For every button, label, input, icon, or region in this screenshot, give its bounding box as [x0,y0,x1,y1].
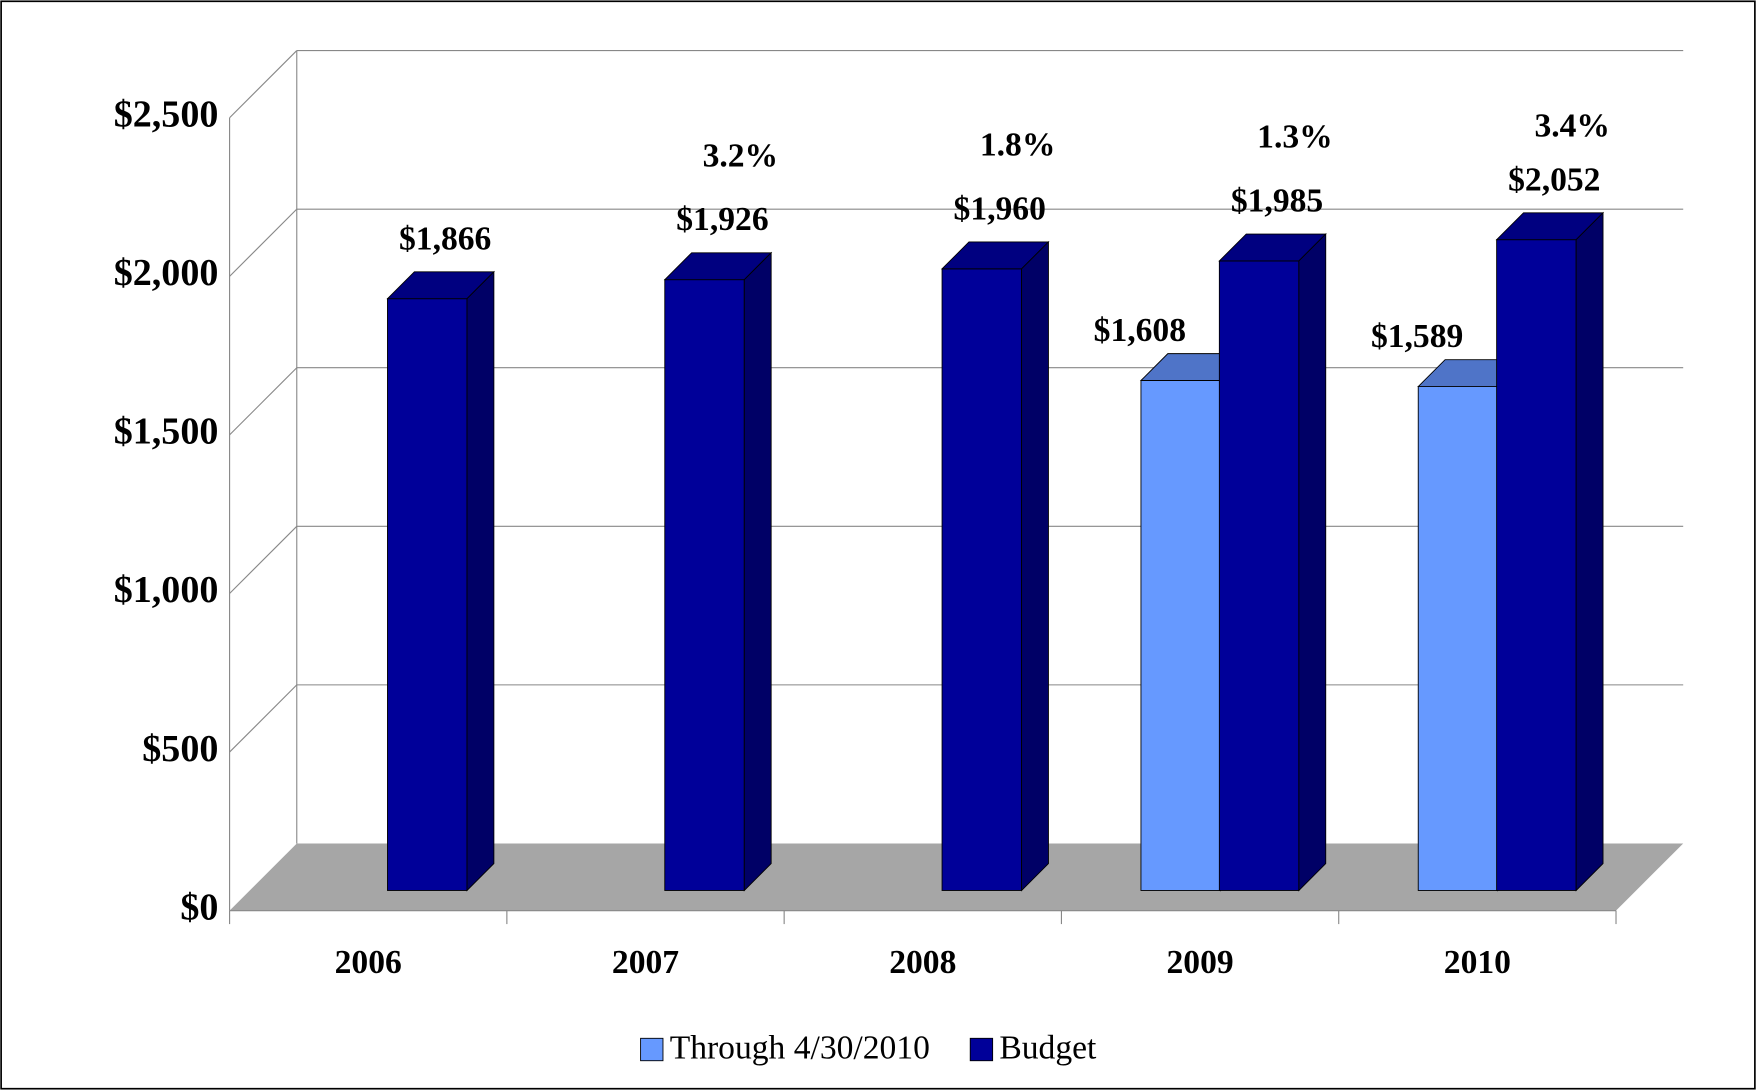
value-label: $1,866 [399,220,491,257]
bar [387,298,468,891]
bar [664,279,745,891]
y-tick-label: $2,000 [114,252,219,294]
value-label: $1,608 [1094,312,1186,349]
growth-label: 3.4% [1534,108,1610,145]
value-label: $2,052 [1508,161,1600,198]
grid-line-side [229,684,298,753]
value-label: $1,589 [1371,318,1463,355]
legend-label: Budget [999,1029,1097,1066]
x-tick-label: 2010 [1444,944,1511,981]
growth-label: 1.3% [1257,119,1333,156]
value-label: $1,926 [676,201,768,238]
legend-label: Through 4/30/2010 [670,1029,930,1066]
bar-side [1575,211,1604,892]
x-tick-label: 2009 [1167,944,1234,981]
bar [941,268,1023,891]
bar-side [1021,240,1049,892]
value-label: $1,985 [1231,183,1323,220]
growth-label: 1.8% [980,127,1056,164]
y-tick-label: $1,500 [114,411,219,453]
grid-line-side [229,367,298,436]
grid-line-side [229,50,298,119]
x-tick-label: 2006 [335,944,402,981]
y-tick-label: $2,500 [114,93,219,135]
bar [1417,386,1499,891]
x-tick-label: 2007 [612,944,679,981]
bar [1218,260,1300,891]
bar-side [1298,232,1327,892]
grid-line-side [229,525,298,594]
y-tick-label: $0 [180,886,218,928]
bar-side [466,270,495,892]
growth-label: 3.2% [703,137,779,174]
x-tick-label: 2008 [889,944,956,981]
bar [1496,239,1577,891]
value-label: $1,960 [954,190,1046,227]
bar-side [743,251,772,892]
y-tick-label: $1,000 [114,569,219,611]
bar [1140,380,1221,891]
legend-swatch [969,1037,994,1062]
legend-swatch [640,1037,664,1062]
grid-line-side [229,208,298,277]
y-tick-label: $500 [142,728,218,770]
